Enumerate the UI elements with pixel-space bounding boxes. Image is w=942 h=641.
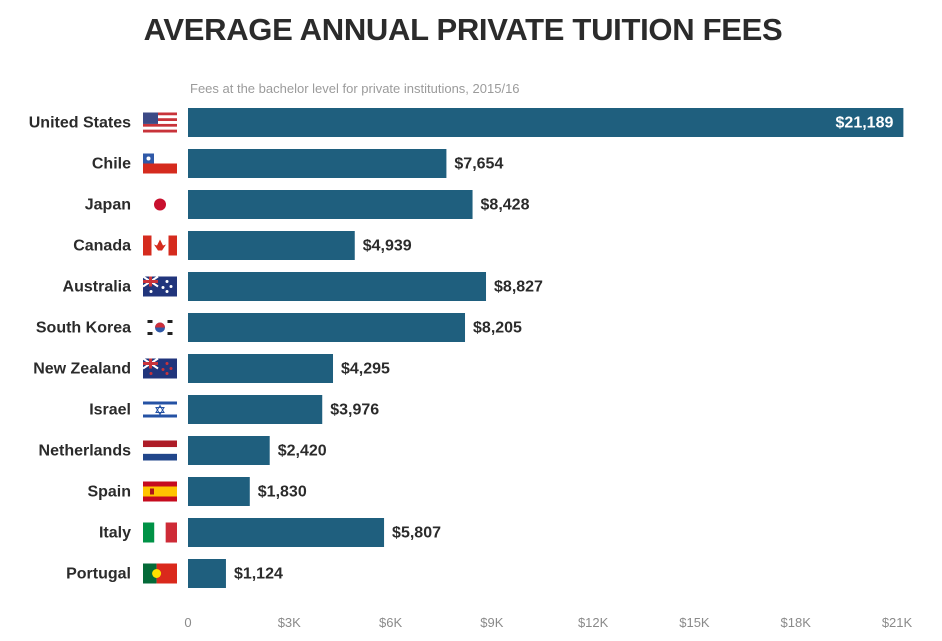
- us-flag-icon: [143, 112, 177, 133]
- spain-flag-icon: [143, 481, 177, 502]
- country-label: South Korea: [36, 320, 131, 337]
- value-label: $8,827: [494, 279, 543, 296]
- australia-flag-icon: [142, 275, 177, 297]
- value-label: $21,189: [836, 115, 894, 132]
- value-label: $8,205: [473, 320, 522, 337]
- bar: [188, 436, 270, 465]
- bar: [188, 559, 226, 588]
- country-label: Israel: [89, 402, 131, 419]
- x-tick-label: $12K: [578, 615, 609, 630]
- chart-title: AVERAGE ANNUAL PRIVATE TUITION FEES: [143, 12, 783, 47]
- bar: [188, 190, 473, 219]
- bar: [188, 231, 355, 260]
- country-label: Japan: [85, 197, 131, 214]
- italy-flag-icon: [143, 522, 177, 543]
- value-label: $4,939: [363, 238, 412, 255]
- value-label: $2,420: [278, 443, 327, 460]
- value-label: $5,807: [392, 525, 441, 542]
- x-tick-label: 0: [184, 615, 191, 630]
- x-tick-label: $9K: [480, 615, 503, 630]
- country-label: New Zealand: [33, 361, 131, 378]
- value-label: $1,830: [258, 484, 307, 501]
- bar: [188, 395, 323, 424]
- value-label: $3,976: [330, 402, 379, 419]
- country-label: Italy: [99, 525, 131, 542]
- canada-flag-icon: [143, 235, 177, 256]
- x-tick-label: $21K: [882, 615, 913, 630]
- south-korea-flag-icon: [143, 317, 177, 338]
- x-tick-label: $6K: [379, 615, 402, 630]
- bar: [188, 354, 334, 383]
- bar: [188, 518, 385, 547]
- country-label: Spain: [87, 484, 131, 501]
- x-tick-label: $15K: [679, 615, 710, 630]
- country-label: Australia: [63, 279, 132, 296]
- bar: [188, 313, 466, 342]
- value-label: $8,428: [481, 197, 530, 214]
- bar: [188, 149, 447, 178]
- value-label: $1,124: [234, 566, 283, 583]
- value-label: $7,654: [454, 156, 503, 173]
- chart-subtitle: Fees at the bachelor level for private i…: [190, 81, 520, 96]
- country-label: Portugal: [66, 566, 131, 583]
- country-label: Canada: [73, 238, 131, 255]
- israel-flag-icon: [143, 399, 177, 420]
- new-zealand-flag-icon: [142, 357, 177, 379]
- japan-flag-icon: [143, 194, 177, 215]
- bar: [188, 108, 904, 137]
- netherlands-flag-icon: [143, 440, 177, 461]
- bar: [188, 477, 250, 506]
- country-label: United States: [29, 115, 131, 132]
- portugal-flag-icon: [143, 563, 177, 584]
- country-label: Chile: [92, 156, 131, 173]
- x-tick-label: $3K: [278, 615, 301, 630]
- country-label: Netherlands: [39, 443, 132, 460]
- bar: [188, 272, 487, 301]
- x-tick-label: $18K: [781, 615, 812, 630]
- value-label: $4,295: [341, 361, 390, 378]
- chile-flag-icon: [143, 153, 177, 174]
